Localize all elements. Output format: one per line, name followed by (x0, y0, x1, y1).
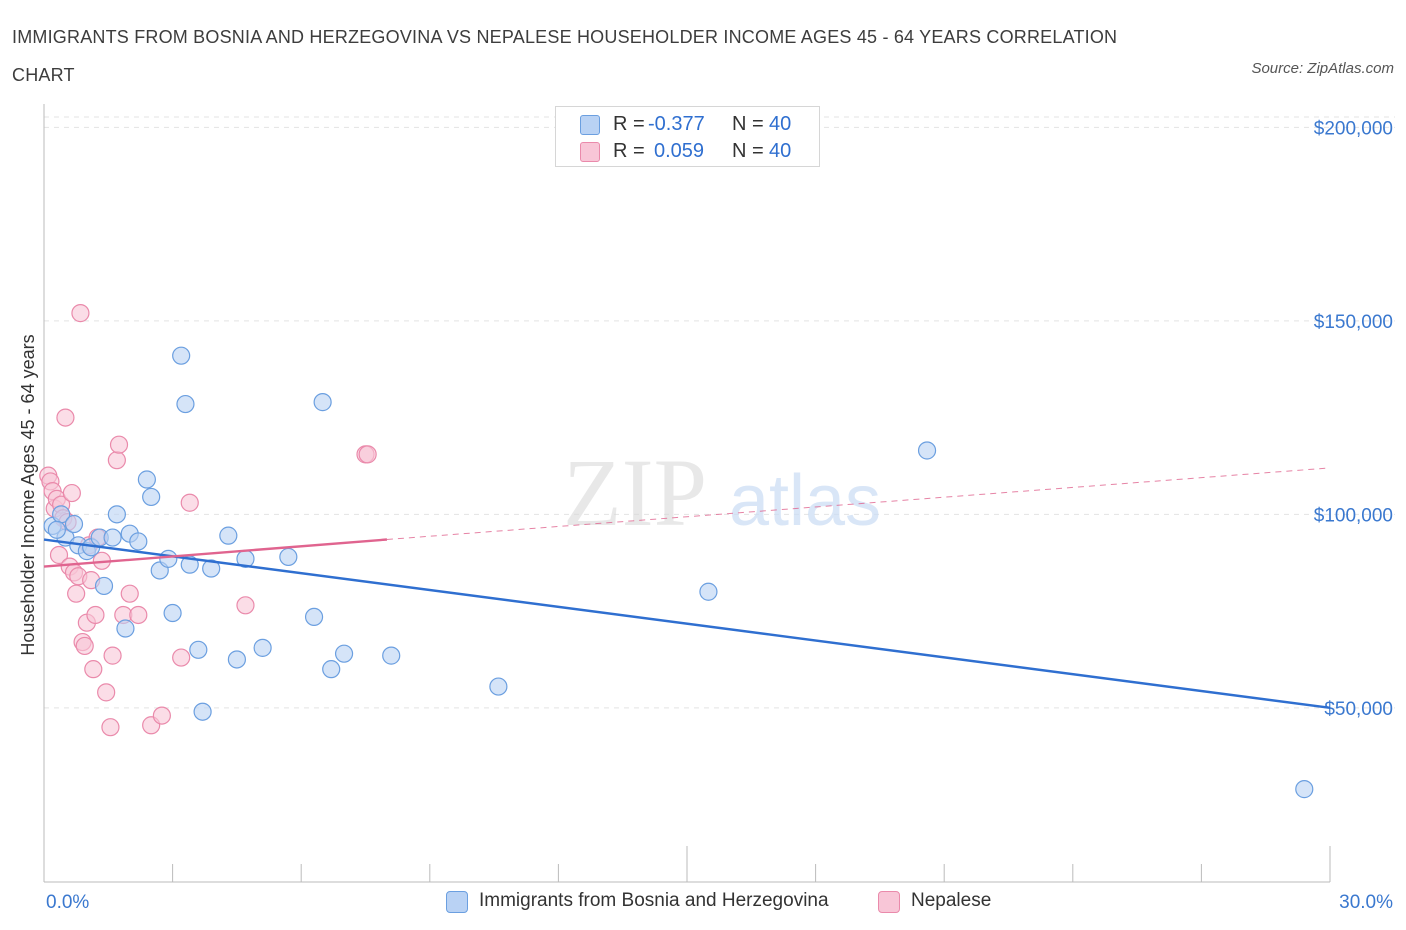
bosnia-trend-line (43, 538, 1331, 710)
bosnia-legend-swatch (446, 891, 468, 913)
bosnia-point (253, 638, 272, 657)
watermark-zip: ZIP (563, 439, 707, 546)
bosnia-point (176, 394, 195, 414)
bosnia-swatch (580, 115, 600, 135)
nepalese-point (97, 683, 116, 702)
bosnia-point (699, 582, 718, 601)
r-value-bosnia: -0.377 (648, 113, 705, 135)
bosnia-point (227, 650, 246, 669)
bosnia-point (163, 603, 182, 623)
nepalese-point (75, 636, 94, 656)
bosnia-point (489, 677, 508, 696)
chart-title: IMMIGRANTS FROM BOSNIA AND HERZEGOVINA V… (12, 27, 1118, 85)
bosnia-point (129, 532, 148, 551)
nepalese-point (120, 584, 139, 603)
bosnia-point (334, 644, 354, 663)
r-label: R = (613, 140, 645, 162)
n-value-nepalese: 40 (769, 140, 792, 162)
nepalese-point (101, 718, 120, 737)
bosnia-point (116, 619, 135, 638)
trend-lines (43, 467, 1331, 710)
grid-lines (44, 116, 1395, 709)
nepalese-point (358, 445, 377, 464)
nepalese-point (67, 584, 86, 603)
bosnia-point (193, 702, 212, 721)
bosnia-point (304, 607, 324, 627)
bosnia-point (47, 520, 66, 539)
bosnia-point (137, 470, 156, 489)
bosnia-point (103, 528, 122, 547)
nepalese-point (49, 545, 69, 565)
nepalese-point (86, 605, 105, 625)
x-tick-label: 30.0% (1339, 892, 1393, 913)
nepalese-point (172, 648, 191, 667)
bosnia-points (43, 346, 1314, 799)
nepalese-legend-swatch (878, 891, 900, 913)
nepalese-point (56, 408, 75, 427)
nepalese-point (62, 483, 81, 503)
axis-ticks: $50,000 $100,000 $150,000 $200,000 0.0% 30.0% (46, 118, 1393, 913)
n-value-bosnia: 40 (769, 113, 792, 135)
nepalese-point (84, 660, 103, 679)
nepalese-point (152, 706, 171, 725)
bosnia-point (1295, 780, 1314, 799)
bosnia-point (322, 660, 341, 679)
bosnia-point (382, 646, 401, 665)
nepalese-point (236, 596, 255, 615)
r-label: R = (613, 113, 645, 135)
n-label: N = (732, 113, 764, 135)
bosnia-point (189, 640, 208, 659)
y-tick-label: $50,000 (1324, 699, 1393, 720)
y-tick-label: $150,000 (1314, 312, 1393, 333)
bosnia-point (917, 441, 937, 460)
bosnia-point (64, 514, 84, 534)
bosnia-legend-label: Immigrants from Bosnia and Herzegovina (479, 890, 829, 911)
nepalese-point (71, 304, 90, 323)
bosnia-point (219, 526, 238, 545)
bosnia-point (94, 576, 114, 596)
y-axis-label: Householder Income Ages 45 - 64 years (18, 334, 38, 655)
nepalese-point (107, 451, 126, 470)
bosnia-point (142, 487, 161, 507)
bosnia-point (279, 547, 298, 567)
nepalese-point (180, 493, 199, 512)
nepalese-point (129, 605, 148, 625)
nepalese-trend-extension (386, 467, 1331, 541)
nepalese-point (103, 646, 122, 665)
source-label: Source: ZipAtlas.com (1251, 60, 1394, 77)
nepalese-legend-label: Nepalese (911, 890, 992, 911)
stats-legend: R = -0.377 N = 40 R = 0.059 N = 40 (555, 106, 820, 167)
bosnia-point (202, 559, 221, 578)
bosnia-point (159, 549, 178, 568)
nepalese-swatch (580, 142, 600, 162)
bosnia-point (107, 505, 126, 524)
bosnia-point (313, 393, 332, 412)
r-value-nepalese: 0.059 (654, 140, 705, 162)
nepalese-trend-line (43, 538, 388, 568)
bosnia-point (172, 346, 191, 365)
x-tick-label: 0.0% (46, 892, 89, 913)
y-tick-label: $100,000 (1314, 505, 1393, 526)
y-tick-label: $200,000 (1314, 118, 1393, 139)
watermark-atlas: atlas (729, 461, 881, 541)
nepalese-point (109, 435, 129, 454)
n-label: N = (732, 140, 764, 162)
